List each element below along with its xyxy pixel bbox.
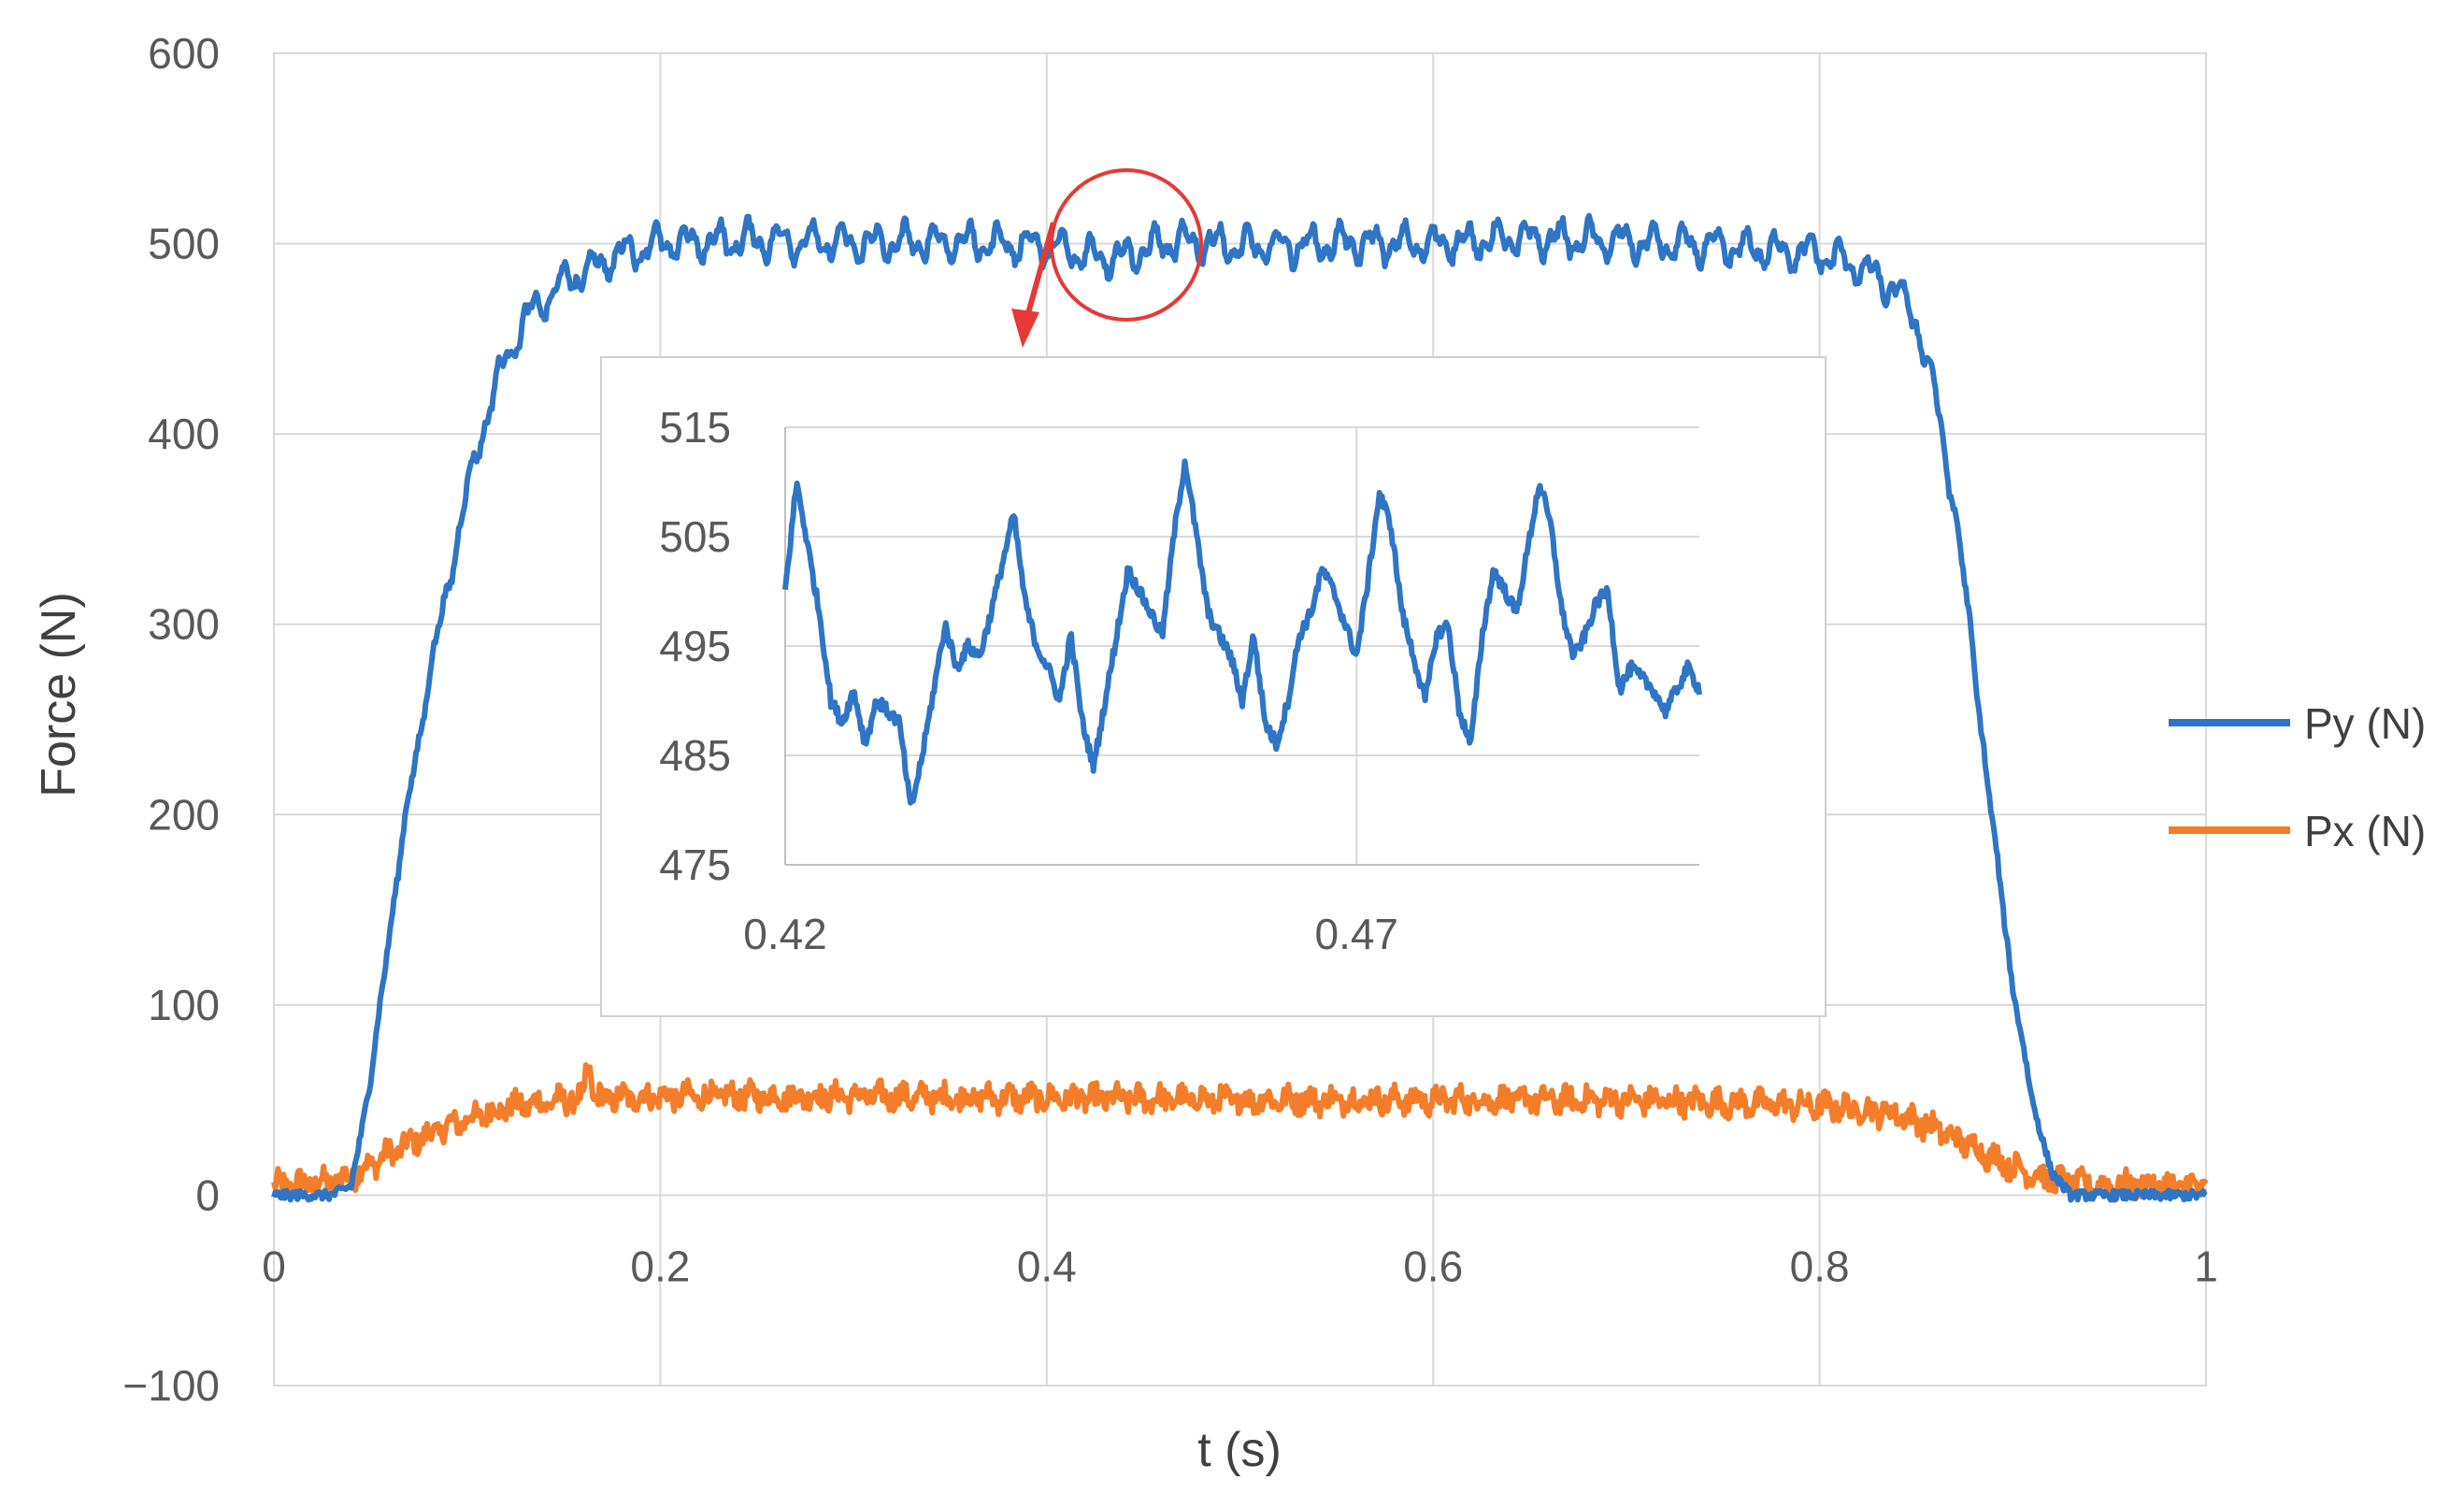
inset-x-tick-label: 0.42 [743,910,827,958]
y-tick-label: 600 [148,29,220,78]
legend-py-label: Py (N) [2304,699,2426,748]
inset-series-group [782,458,1702,806]
legend-px-label: Px (N) [2304,807,2426,855]
inset-y-tick-label: 485 [659,731,731,780]
legend: Py (N) Px (N) [2169,699,2426,855]
zoom-arrow-shaft [1025,222,1056,314]
x-tick-label: 1 [2194,1242,2218,1290]
inset-y-tick-label: 515 [659,403,731,452]
y-tick-label: 200 [148,790,220,839]
inset-y-tick-label: 475 [659,840,731,889]
inset-y-tick-label: 495 [659,622,731,670]
y-tick-label: −100 [122,1361,220,1410]
inset-x-tick-labels: 0.42 0.47 [743,910,1398,958]
main-x-tick-labels: 0 0.2 0.4 0.6 0.8 1 [262,1242,2218,1290]
series-line-px [271,1062,2209,1203]
y-tick-label: 500 [148,220,220,268]
y-tick-label: 0 [195,1171,220,1219]
inset-y-tick-labels: 515 505 495 485 475 [659,403,731,889]
inset-series-line [782,458,1702,806]
y-tick-label: 400 [148,409,220,458]
x-tick-label: 0.2 [630,1242,690,1290]
zoom-circle [1050,168,1203,322]
x-tick-label: 0.4 [1017,1242,1077,1290]
inset-x-tick-label: 0.47 [1314,910,1398,958]
main-series-group [271,212,2209,1203]
inset-y-tick-label: 505 [659,512,731,561]
x-tick-label: 0.8 [1790,1242,1850,1290]
inset-gridlines [784,426,1699,866]
y-tick-label: 100 [148,981,220,1029]
x-tick-label: 0.6 [1403,1242,1463,1290]
x-axis-title: t (s) [1197,1423,1282,1477]
y-tick-label: 300 [148,600,220,649]
y-axis-title: Force (N) [32,592,86,797]
zoom-arrow-head [1011,309,1039,348]
series-line-py [271,212,2208,1203]
x-tick-label: 0 [262,1242,286,1290]
main-y-tick-labels: 600 500 400 300 200 100 0 −100 [122,29,220,1410]
